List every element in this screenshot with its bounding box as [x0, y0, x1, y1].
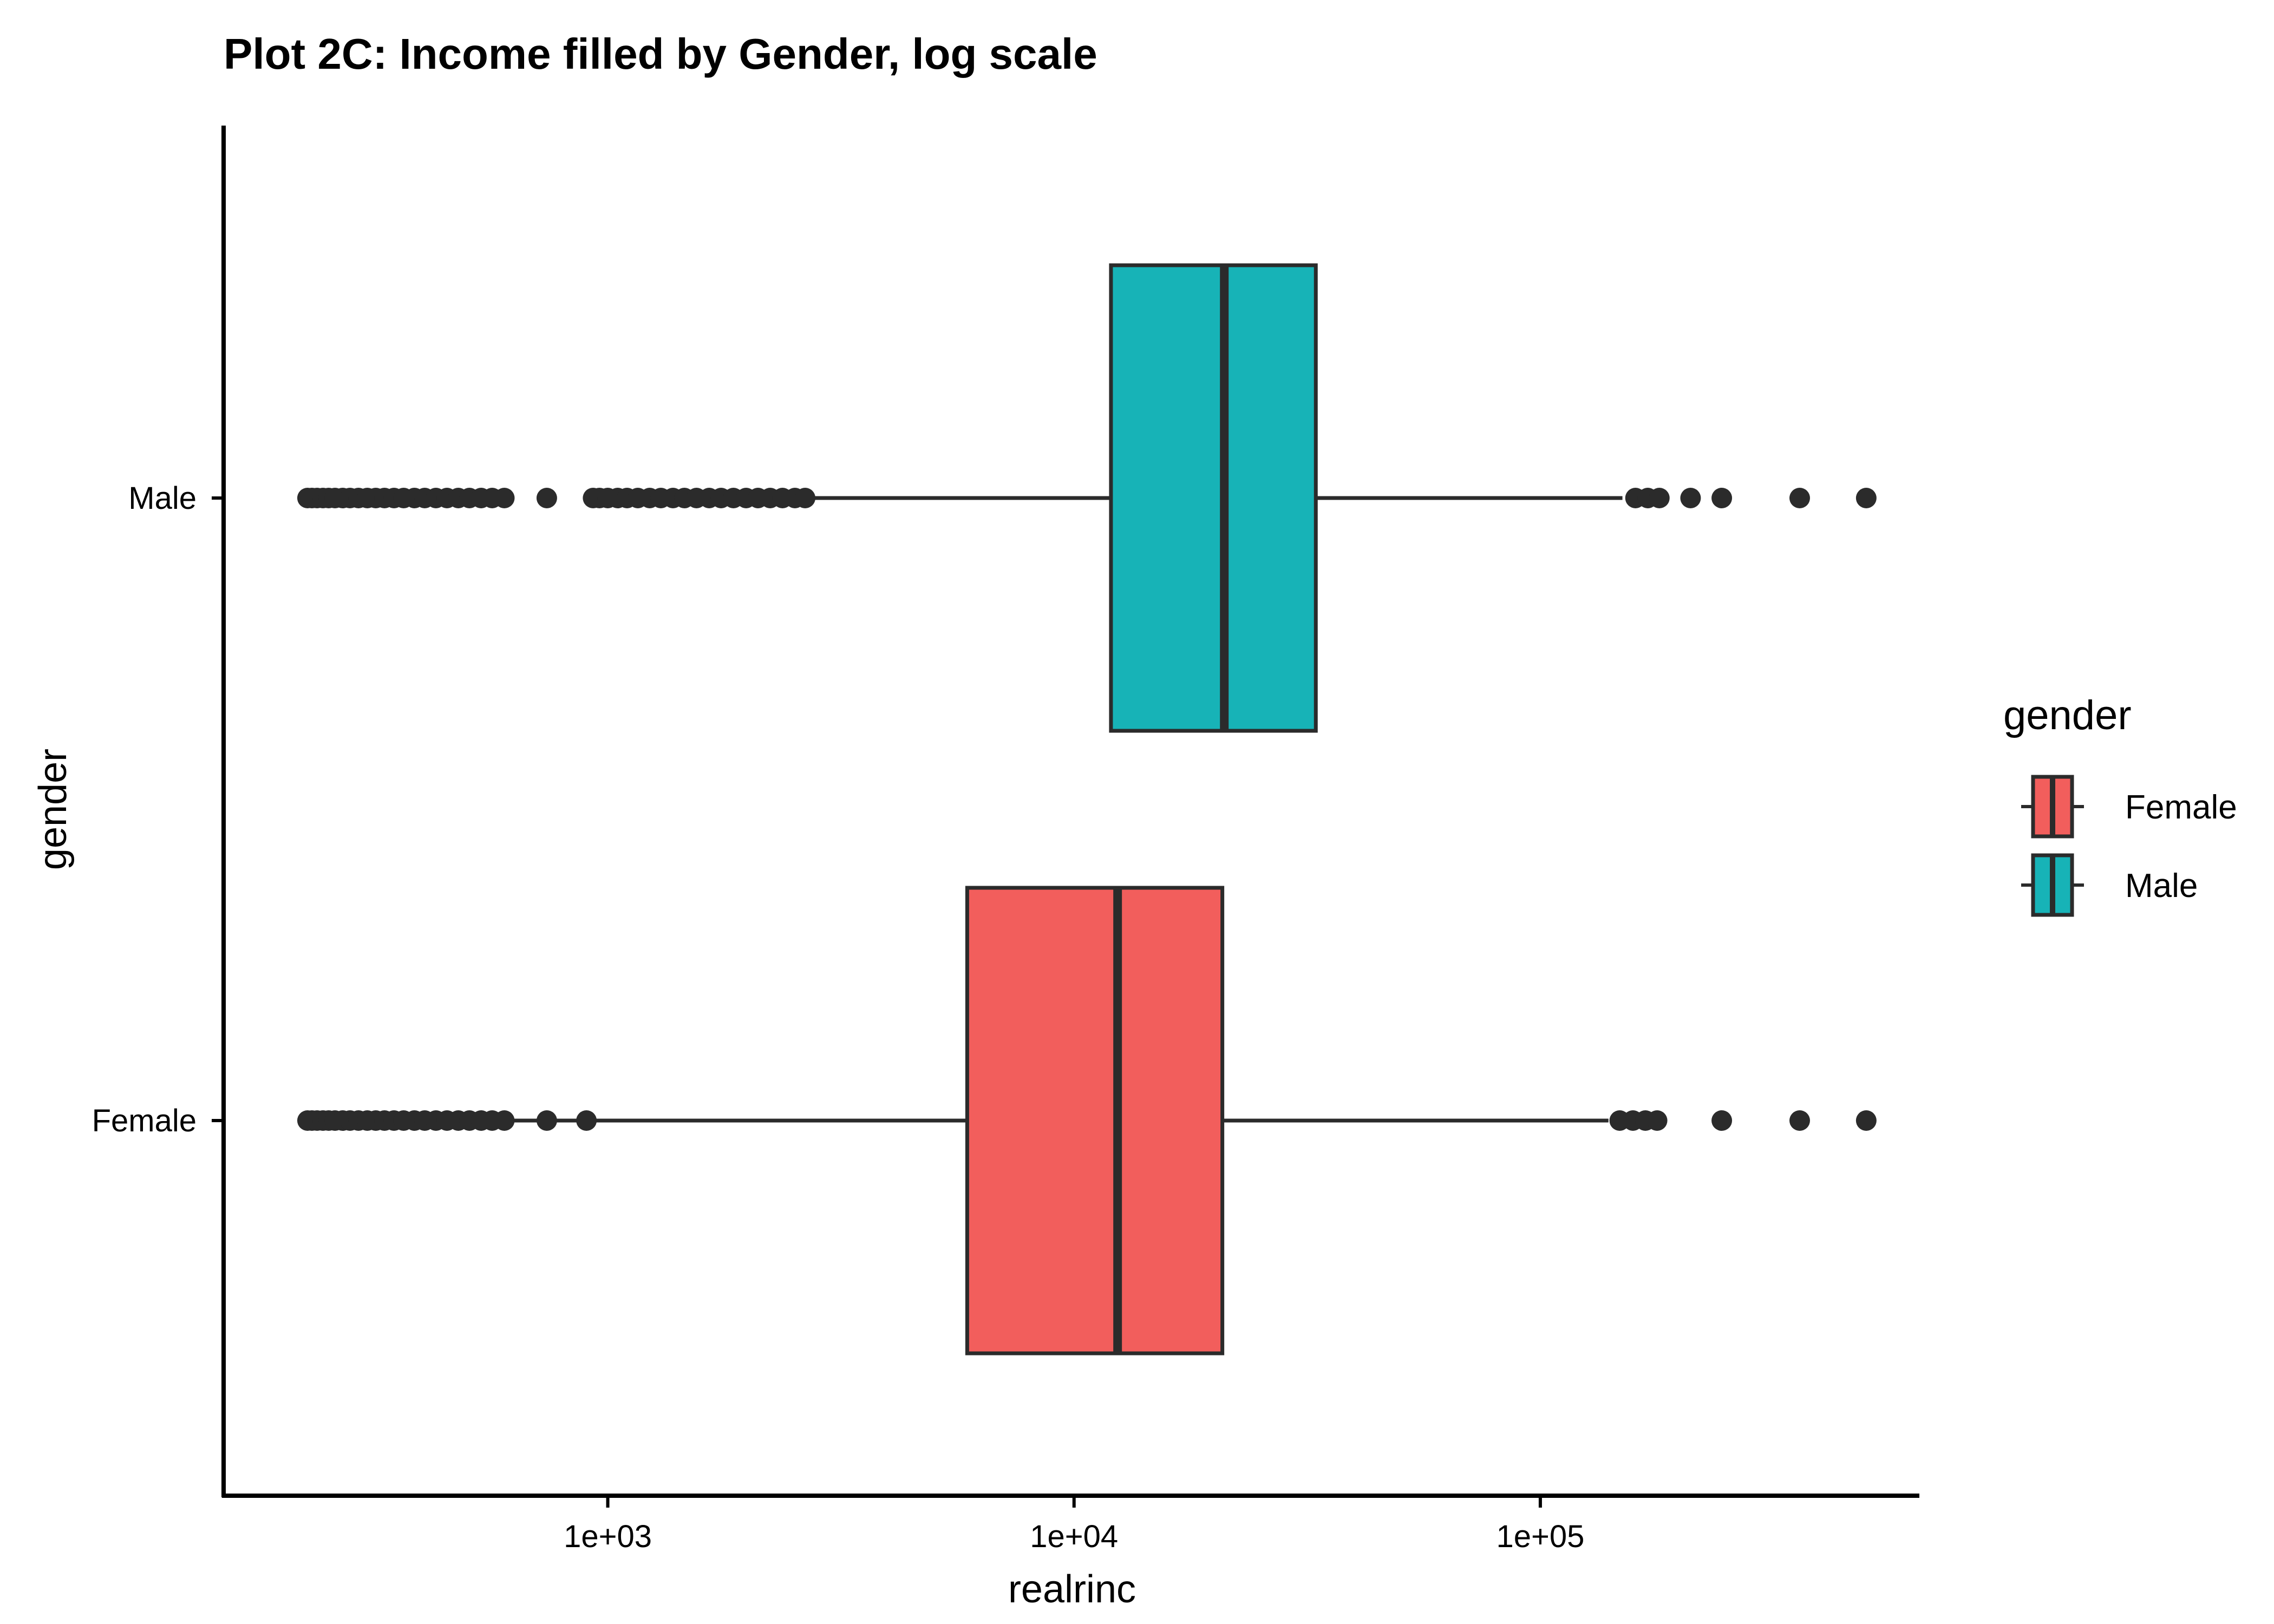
legend-item-female: Female: [2021, 775, 2237, 839]
outlier-point: [536, 1110, 557, 1131]
chart-title: Plot 2C: Income filled by Gender, log sc…: [224, 30, 1097, 78]
outlier-point: [1646, 1110, 1668, 1131]
legend-label: Female: [2125, 789, 2237, 826]
box-female: [297, 886, 1877, 1355]
x-tick-label: 1e+04: [1030, 1519, 1118, 1554]
x-axis-title: realrinc: [1008, 1568, 1136, 1611]
outlier-point: [1855, 1110, 1877, 1131]
legend-item-male: Male: [2021, 853, 2198, 917]
outlier-point: [1680, 488, 1701, 508]
outlier-point: [1649, 488, 1670, 508]
box-male: [297, 263, 1877, 733]
outlier-point: [795, 488, 816, 508]
y-axis-title: gender: [31, 749, 75, 870]
outlier-point: [494, 488, 515, 508]
box-iqr: [965, 886, 1225, 1355]
outlier-point: [1789, 1110, 1811, 1131]
outlier-point: [1711, 1110, 1733, 1131]
y-tick-label: Female: [92, 1103, 197, 1138]
outlier-point: [1711, 488, 1733, 508]
x-tick-label: 1e+05: [1496, 1519, 1584, 1554]
y-tick-label: Male: [128, 481, 197, 516]
legend: gender Female Male: [2003, 692, 2237, 917]
plot-area: 1e+03 1e+04 1e+05 Female Male: [92, 126, 1919, 1554]
legend-title: gender: [2003, 692, 2132, 738]
box-iqr: [1109, 263, 1318, 733]
x-tick-label: 1e+03: [564, 1519, 652, 1554]
outlier-point: [1855, 488, 1877, 508]
legend-label: Male: [2125, 867, 2198, 905]
outlier-point: [494, 1110, 515, 1131]
outlier-point: [536, 488, 557, 508]
outlier-point: [1789, 488, 1811, 508]
outlier-point: [576, 1110, 597, 1131]
